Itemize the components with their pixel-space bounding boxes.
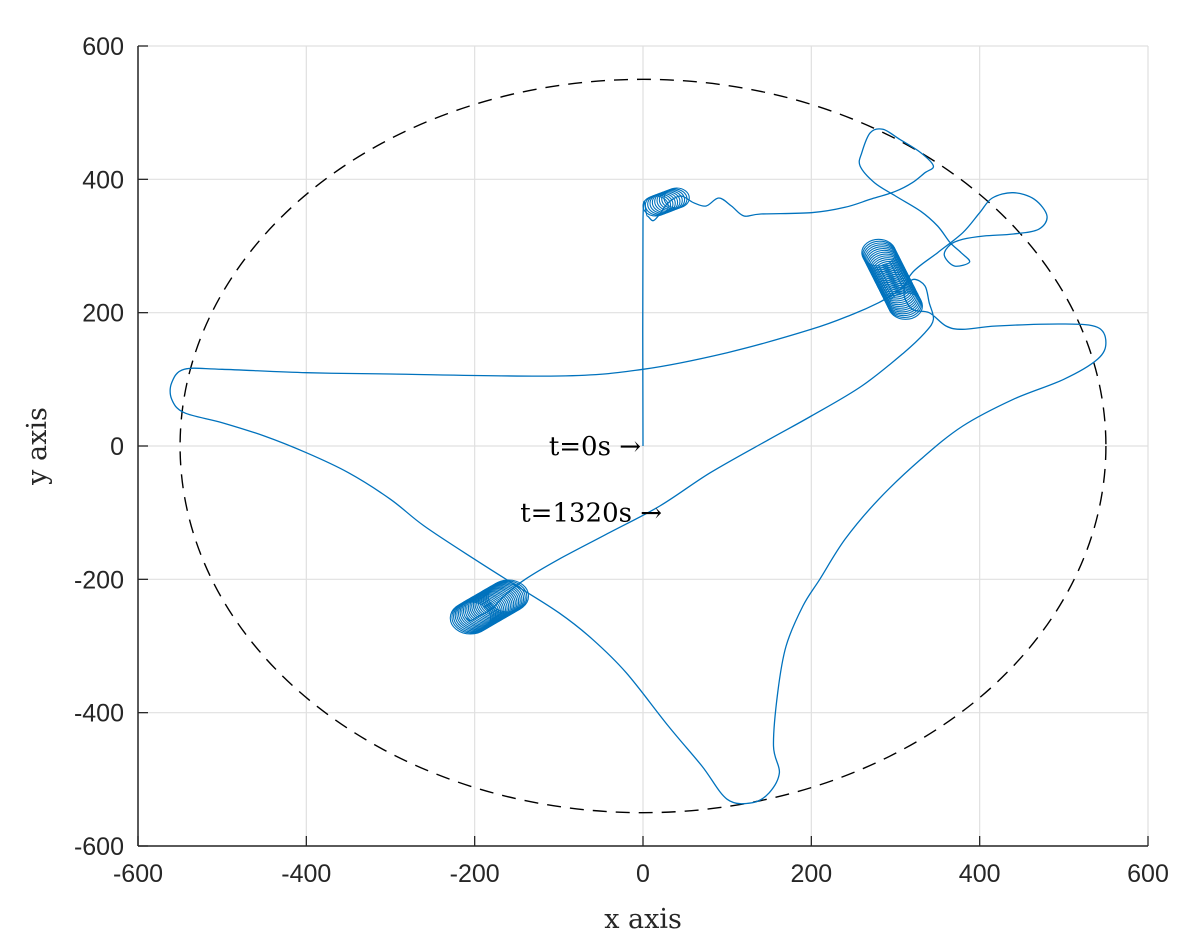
loop-2-15 [474, 587, 516, 621]
y-tick-label-5: 400 [82, 166, 124, 194]
annotations: t=0s → t=1320s → [520, 432, 662, 529]
x-tick-label-5: 400 [959, 860, 1001, 888]
boundary-circle [179, 78, 1107, 814]
loop-1-29 [888, 292, 923, 320]
loop-2-22 [485, 580, 528, 614]
x-axis-label: x axis [604, 904, 682, 935]
loop-0-8 [661, 188, 688, 210]
y-tick-label-4: 200 [82, 300, 124, 328]
loop-cluster-2 [449, 579, 530, 635]
loop-2-13 [471, 589, 513, 623]
annotation-0: t=0s → [549, 432, 641, 462]
loop-2-14 [472, 588, 515, 622]
y-tick-label-2: -200 [74, 566, 124, 594]
loop-2-18 [479, 584, 521, 618]
y-tick-label-1: -400 [74, 700, 124, 728]
trajectory-layer [169, 128, 1107, 805]
loop-1-25 [884, 284, 920, 313]
loop-2-21 [484, 581, 526, 615]
loop-2-16 [476, 586, 518, 620]
x-tick-label-3: 0 [636, 860, 650, 888]
loop-2-23 [487, 579, 530, 613]
loop-1-28 [887, 290, 923, 319]
y-tick-label-0: -600 [74, 833, 124, 861]
y-tick-label-3: 0 [110, 433, 124, 461]
x-tick-label-0: -600 [113, 860, 163, 888]
x-tick-label-6: 600 [1127, 860, 1169, 888]
y-tick-label-6: 600 [82, 33, 124, 61]
x-tick-label-4: 200 [790, 860, 832, 888]
loop-2-20 [482, 582, 525, 616]
loop-1-26 [885, 286, 921, 315]
loop-2-19 [480, 583, 523, 617]
loop-0-7 [658, 189, 686, 211]
loop-1-27 [886, 288, 922, 317]
loop-0-6 [656, 190, 683, 212]
annotation-1: t=1320s → [520, 499, 662, 529]
x-tick-label-2: -200 [450, 860, 500, 888]
y-axis-label: y axis [22, 407, 53, 486]
loop-cluster-0 [642, 187, 690, 217]
boundary-layer [179, 78, 1107, 814]
x-tick-label-1: -400 [281, 860, 331, 888]
loop-2-12 [469, 589, 511, 624]
ticks-layer: -600 -400 -200 0 200 400 600 -600 -400 -200 0 200 40… [74, 33, 1169, 888]
loop-cluster-1 [861, 238, 923, 320]
loop-2-17 [477, 585, 520, 619]
grid [137, 45, 1149, 847]
loop-0-9 [663, 187, 690, 209]
